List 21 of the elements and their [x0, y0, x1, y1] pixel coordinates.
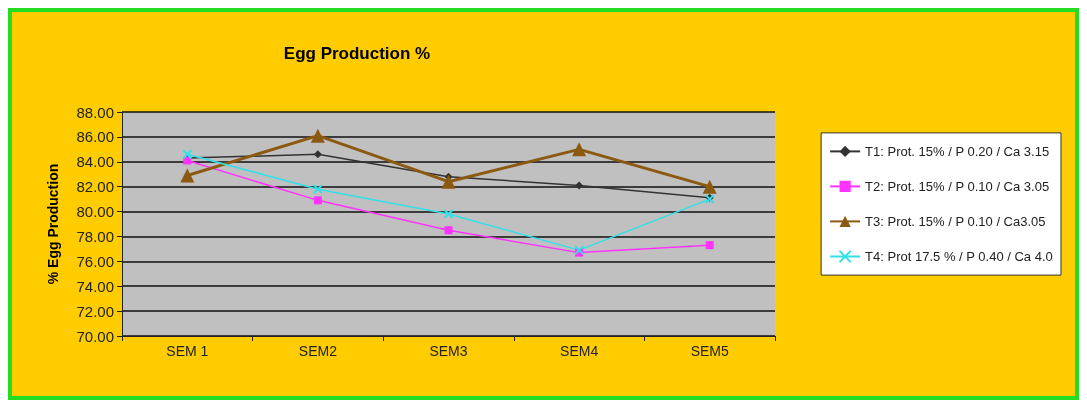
y-tick-label: 82.00 [76, 178, 114, 196]
y-tick-label: 88.00 [76, 103, 114, 121]
y-tick-label: 70.00 [76, 327, 114, 345]
x-tick-label: SEM3 [429, 343, 468, 359]
legend-label: T4: Prot 17.5 % / P 0.40 / Ca 4.0 [865, 249, 1053, 264]
legend-label: T3: Prot. 15% / P 0.10 / Ca3.05 [865, 213, 1046, 229]
x-tick-label: SEM4 [560, 343, 599, 359]
y-tick-label: 72.00 [76, 302, 114, 320]
y-tick-label: 80.00 [76, 203, 114, 221]
chart-title: Egg Production % [283, 44, 431, 63]
legend-label: T1: Prot. 15% / P 0.20 / Ca 3.15 [865, 143, 1050, 159]
y-tick-label: 78.00 [76, 227, 114, 245]
y-axis-title: % Egg Production [45, 163, 61, 285]
x-tick-label: SEM2 [298, 343, 338, 359]
y-tick-label: 76.00 [76, 252, 114, 270]
legend-label: T2: Prot. 15% / P 0.10 / Ca 3.05 [865, 178, 1050, 194]
y-tick-label: 74.00 [76, 277, 114, 295]
y-tick-label: 84.00 [76, 153, 114, 171]
x-tick-label: SEM5 [690, 343, 729, 359]
y-tick-label: 86.00 [76, 128, 114, 146]
x-tick-label: SEM 1 [166, 343, 209, 359]
